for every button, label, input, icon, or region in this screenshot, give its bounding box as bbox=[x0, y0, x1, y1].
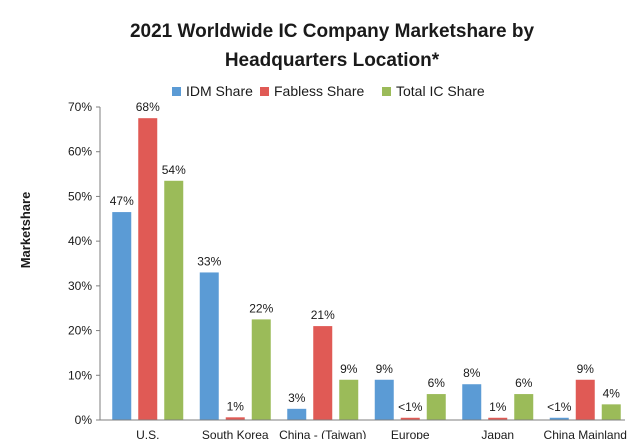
y-axis: 0% 10% 20% 30% 40% 50% 60% 70% bbox=[68, 100, 101, 427]
bar-value-label: 68% bbox=[136, 100, 160, 114]
bar-value-label: 9% bbox=[340, 362, 358, 376]
bar bbox=[287, 408, 307, 420]
bar bbox=[488, 417, 508, 420]
x-axis: U.S. South Korea China - (Taiwan) Europe Jap… bbox=[100, 419, 627, 442]
bar-group: 3% 21% 9% bbox=[287, 308, 359, 420]
bar-group: <1% 9% 4% bbox=[547, 362, 621, 420]
bar bbox=[462, 384, 482, 420]
x-tick-label: Europe bbox=[391, 428, 430, 439]
legend-swatch bbox=[260, 87, 269, 96]
bar bbox=[313, 326, 333, 420]
y-tick-label: 0% bbox=[75, 413, 93, 427]
y-tick-label: 60% bbox=[68, 145, 92, 159]
bar-value-label: <1% bbox=[398, 400, 423, 414]
bar bbox=[251, 319, 271, 420]
legend: IDM Share Fabless Share Total IC Share bbox=[172, 83, 485, 99]
bar-group: 47% 68% 54% bbox=[110, 100, 186, 420]
chart-title-line-1: 2021 Worldwide IC Company Marketshare by bbox=[130, 21, 534, 42]
bar-value-label: 4% bbox=[603, 386, 621, 400]
y-tick-label: 10% bbox=[68, 368, 92, 382]
bar bbox=[400, 417, 420, 420]
bar-group: 33% 1% 22% bbox=[197, 254, 274, 420]
bar-group: 8% 1% 6% bbox=[462, 366, 534, 420]
legend-swatch bbox=[382, 87, 391, 96]
bar bbox=[514, 394, 534, 420]
bar bbox=[138, 118, 158, 420]
bar-value-label: 8% bbox=[463, 366, 481, 380]
legend-swatch bbox=[172, 87, 181, 96]
bar bbox=[426, 394, 446, 420]
x-tick-label: China Mainland bbox=[544, 428, 627, 439]
bar bbox=[199, 272, 219, 420]
chart-title-line-2: Headquarters Location* bbox=[225, 50, 440, 71]
bar-value-label: 3% bbox=[288, 391, 306, 405]
x-tick-label: Japan bbox=[481, 428, 514, 439]
y-tick-label: 30% bbox=[68, 279, 92, 293]
y-tick-label: 70% bbox=[68, 100, 92, 114]
y-tick-label: 50% bbox=[68, 189, 92, 203]
bar-value-label: 6% bbox=[515, 376, 533, 390]
legend-label: Total IC Share bbox=[396, 83, 485, 99]
bar-value-label: 6% bbox=[428, 376, 446, 390]
x-tick-label: China - (Taiwan) bbox=[279, 428, 366, 439]
bar bbox=[374, 379, 394, 420]
bar bbox=[339, 379, 359, 420]
bars: 47% 68% 54% 33% 1% 22% 3% 21% 9% 9% <1% 6% 8% 1% 6% <1%… bbox=[110, 100, 621, 420]
bar bbox=[575, 379, 595, 420]
x-tick-label: U.S. bbox=[136, 428, 159, 439]
bar-value-label: 33% bbox=[197, 254, 221, 268]
bar-group: 9% <1% 6% bbox=[374, 362, 446, 420]
bar bbox=[225, 417, 245, 420]
y-tick-label: 20% bbox=[68, 324, 92, 338]
bar-value-label: 1% bbox=[227, 399, 245, 413]
bar-value-label: 47% bbox=[110, 194, 134, 208]
y-tick-label: 40% bbox=[68, 234, 92, 248]
bar bbox=[112, 212, 132, 420]
x-tick-label: South Korea bbox=[202, 428, 269, 439]
bar-value-label: 21% bbox=[311, 308, 335, 322]
bar bbox=[549, 417, 569, 420]
legend-label: Fabless Share bbox=[274, 83, 364, 99]
bar-value-label: 9% bbox=[376, 362, 394, 376]
bar-value-label: 22% bbox=[249, 301, 273, 315]
legend-label: IDM Share bbox=[186, 83, 253, 99]
bar-value-label: <1% bbox=[547, 400, 572, 414]
bar bbox=[601, 404, 621, 420]
bar-value-label: 9% bbox=[577, 362, 595, 376]
bar-value-label: 1% bbox=[489, 400, 507, 414]
bar bbox=[164, 180, 184, 420]
y-axis-label: Marketshare bbox=[18, 192, 33, 269]
bar-value-label: 54% bbox=[162, 163, 186, 177]
